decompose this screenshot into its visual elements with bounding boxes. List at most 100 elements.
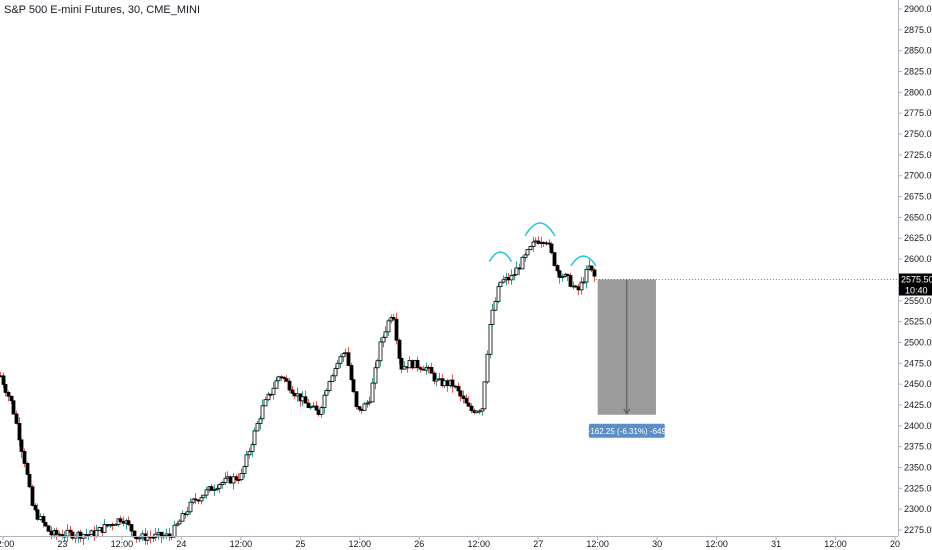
- candle-body: [555, 265, 560, 272]
- price-tick-label: 2350.00: [904, 462, 932, 472]
- candle-body: [565, 273, 570, 276]
- price-axis[interactable]: 2900.00 2875.00 2850.00 2825.00 2800.00 2775.…: [898, 0, 932, 536]
- candle-body: [148, 536, 153, 539]
- time-axis[interactable]: 12:00 23 12:00 24 12:00 25 12:00 26 12:00 27 12:00…: [0, 536, 900, 549]
- candle-body: [407, 360, 412, 369]
- candle-body: [9, 395, 14, 402]
- candle-body: [496, 286, 501, 302]
- candle-body: [453, 385, 458, 388]
- candle-body: [512, 274, 517, 277]
- candle-body: [279, 376, 284, 379]
- price-tick-label: 2375.00: [904, 442, 932, 452]
- candle-body: [437, 378, 442, 381]
- time-tick-label: 12:00: [586, 539, 609, 549]
- candle-body: [509, 275, 514, 281]
- countdown-box: [899, 284, 932, 296]
- candle-body: [333, 368, 338, 377]
- price-tick-label: 2825.00: [904, 67, 932, 77]
- time-tick-label: 27: [533, 539, 543, 549]
- candle-body: [70, 531, 75, 539]
- price-tick-label: 2675.00: [904, 192, 932, 202]
- candle-body: [14, 413, 19, 424]
- candle-body: [589, 265, 594, 271]
- candle-body: [217, 484, 222, 489]
- measure-label: -162.25 (-6.31%) -649: [588, 427, 667, 436]
- time-tick-label: 30: [652, 539, 662, 549]
- candle-body: [464, 398, 469, 404]
- candle-body: [394, 318, 399, 341]
- candle-body: [343, 352, 348, 355]
- drawings-layer: -162.25 (-6.31%) -649: [488, 222, 898, 438]
- candle-body: [552, 252, 557, 266]
- candle-body: [316, 409, 321, 415]
- candle-body: [549, 243, 554, 254]
- time-tick-label: 12:00: [705, 539, 728, 549]
- candle-body: [225, 476, 230, 479]
- candle-body: [188, 501, 193, 513]
- candle-body: [375, 360, 380, 369]
- price-tick-label: 2600.00: [904, 254, 932, 264]
- candle-body: [19, 439, 24, 452]
- candle-body: [573, 285, 578, 288]
- candle-body: [370, 382, 375, 403]
- candle-body: [493, 301, 498, 311]
- candle-body: [442, 380, 447, 387]
- candle-body: [263, 399, 268, 407]
- time-tick-label: 20: [890, 539, 900, 549]
- candle-body: [156, 531, 161, 535]
- candle-body: [373, 367, 378, 384]
- candle-body: [199, 497, 204, 502]
- head-shoulders-arc: [570, 255, 597, 267]
- candle-body: [517, 267, 522, 270]
- candle-body: [175, 523, 180, 526]
- candle-body: [30, 486, 35, 506]
- candle-body: [300, 396, 305, 402]
- candle-body: [250, 444, 255, 452]
- candle-body: [126, 520, 131, 525]
- candle-body: [327, 381, 332, 391]
- candle-body: [351, 379, 356, 393]
- candle-body: [49, 530, 54, 536]
- candle-body: [145, 536, 150, 541]
- price-tick-label: 2900.00: [904, 4, 932, 14]
- candle-body: [86, 534, 91, 536]
- candle-body: [592, 269, 597, 277]
- candle-body: [105, 524, 110, 527]
- candle-body: [359, 408, 364, 411]
- price-tick-label: 2775.00: [904, 108, 932, 118]
- price-tick-label: 2425.00: [904, 400, 932, 410]
- candle-body: [445, 380, 450, 387]
- candle-body: [153, 533, 158, 538]
- candle-body: [429, 367, 434, 374]
- candle-body: [418, 367, 423, 370]
- candle-body: [252, 430, 257, 446]
- candle-body: [357, 406, 362, 410]
- candle-body: [134, 536, 139, 540]
- candle-body: [391, 317, 396, 320]
- candle-body: [54, 529, 59, 535]
- price-tick-label: 2875.00: [904, 25, 932, 35]
- time-tick-label: 12:00: [111, 539, 134, 549]
- candle-body: [177, 520, 182, 525]
- candle-body: [466, 402, 471, 407]
- price-tick-label: 2325.00: [904, 483, 932, 493]
- candle-body: [220, 482, 225, 486]
- candle-body: [239, 472, 244, 480]
- candle-body: [236, 479, 241, 481]
- candle-body: [295, 393, 300, 397]
- price-tick-label: 2275.00: [904, 525, 932, 535]
- candle-body: [276, 376, 281, 382]
- candle-body: [461, 395, 466, 399]
- price-tick-label: 2550.00: [904, 296, 932, 306]
- candle-body: [576, 286, 581, 291]
- price-tick-label: 2700.00: [904, 171, 932, 181]
- candle-body: [324, 390, 329, 396]
- candle-body: [506, 276, 511, 281]
- candle-body: [514, 267, 519, 276]
- price-tick-label: 2450.00: [904, 379, 932, 389]
- candle-body: [137, 537, 142, 540]
- price-tick-label: 2525.00: [904, 317, 932, 327]
- candle-body: [456, 385, 461, 392]
- candle-body: [568, 275, 573, 287]
